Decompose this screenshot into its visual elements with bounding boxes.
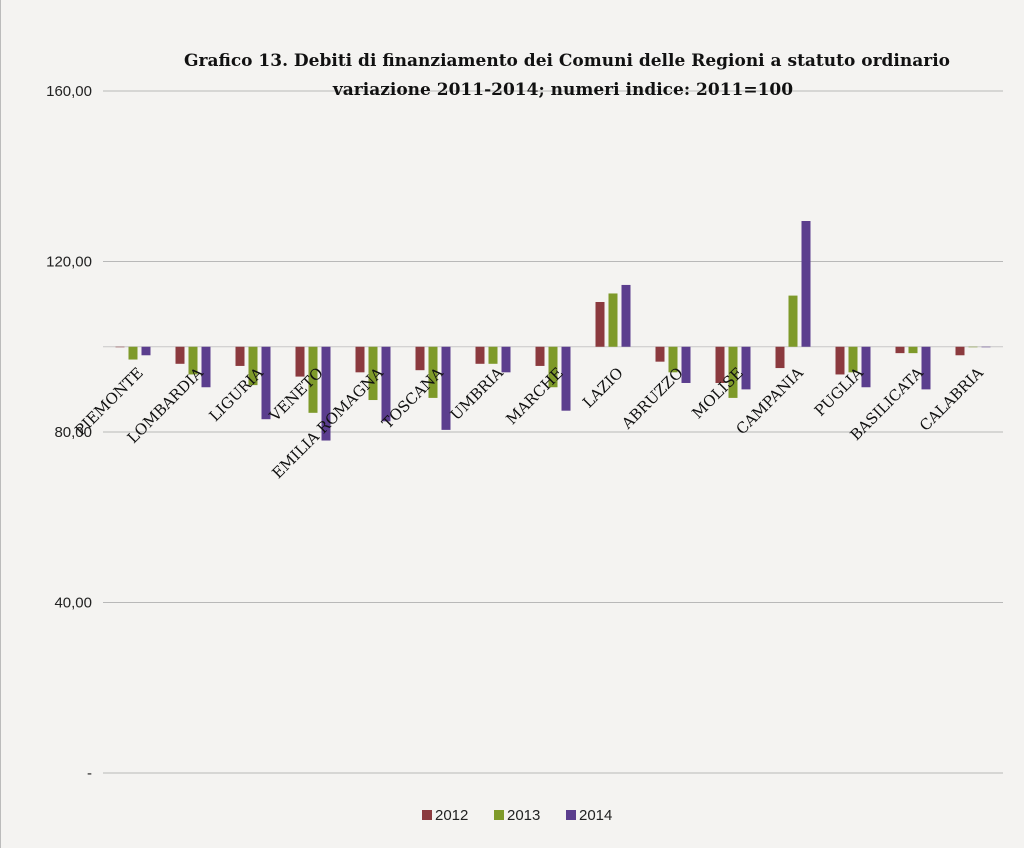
bar-2014-calabria <box>981 346 991 348</box>
bar-2014-puglia <box>861 346 871 388</box>
legend-swatch-2014 <box>566 810 576 820</box>
bar-2014-piemonte <box>141 346 151 356</box>
legend-label-2013: 2013 <box>507 807 540 824</box>
bar-2012-campania <box>775 346 785 369</box>
bar-2014-basilicata <box>921 346 931 390</box>
bar-2014-abruzzo <box>681 346 691 383</box>
bar-2014-umbria <box>501 346 511 373</box>
bar-2012-molise <box>715 346 725 383</box>
y-tick-label: 120,00 <box>46 254 92 271</box>
bar-2012-umbria <box>475 346 485 364</box>
bar-2013-lazio <box>608 293 618 347</box>
bar-2013-lombardia <box>188 346 198 375</box>
bar-2012-lombardia <box>175 346 185 364</box>
bar-2014-emilia-romagna <box>381 346 391 422</box>
bar-2013-veneto <box>308 346 318 413</box>
bar-2012-lazio <box>595 301 605 347</box>
bar-2014-marche <box>561 346 571 411</box>
bar-2013-molise <box>728 346 738 398</box>
bar-2013-piemonte <box>128 346 138 360</box>
bar-2012-veneto <box>295 346 305 377</box>
bar-2012-piemonte <box>115 346 125 348</box>
bar-2014-veneto <box>321 346 331 441</box>
bar-2013-liguria <box>248 346 258 386</box>
bar-2013-basilicata <box>908 346 918 354</box>
y-tick-label: 40,00 <box>54 595 92 612</box>
bars <box>115 221 991 441</box>
bar-2012-calabria <box>955 346 965 356</box>
chart-subtitle: variazione 2011-2014; numeri indice: 201… <box>332 80 793 100</box>
bar-2012-marche <box>535 346 545 366</box>
bar-2012-puglia <box>835 346 845 375</box>
legend-label-2012: 2012 <box>435 807 468 824</box>
bar-2013-umbria <box>488 346 498 364</box>
bar-2014-molise <box>741 346 751 390</box>
bar-2013-calabria <box>968 346 978 348</box>
y-tick-label: 80,00 <box>54 424 92 441</box>
bar-2014-lombardia <box>201 346 211 388</box>
bar-2014-liguria <box>261 346 271 420</box>
bar-2012-emilia-romagna <box>355 346 365 373</box>
bar-2014-toscana <box>441 346 451 430</box>
bar-2013-emilia-romagna <box>368 346 378 401</box>
bar-2014-campania <box>801 221 811 347</box>
bar-2012-toscana <box>415 346 425 371</box>
legend-swatch-2013 <box>494 810 504 820</box>
bar-2012-basilicata <box>895 346 905 354</box>
y-tick-label: - <box>87 765 92 782</box>
bar-2013-abruzzo <box>668 346 678 373</box>
bar-2012-liguria <box>235 346 245 366</box>
bar-2013-marche <box>548 346 558 388</box>
y-axis-ticks: - 40,00 80,00 120,00 160,00 <box>46 83 92 782</box>
legend-label-2014: 2014 <box>579 807 612 824</box>
bar-2013-toscana <box>428 346 438 398</box>
legend-swatch-2012 <box>422 810 432 820</box>
bar-2014-lazio <box>621 284 631 347</box>
y-tick-label: 160,00 <box>46 83 92 100</box>
chart-title: Grafico 13. Debiti di finanziamento dei … <box>184 51 950 71</box>
legend: 2012 2013 2014 <box>422 807 612 824</box>
bar-2013-puglia <box>848 346 858 373</box>
bar-2012-abruzzo <box>655 346 665 362</box>
bar-2013-campania <box>788 295 798 347</box>
